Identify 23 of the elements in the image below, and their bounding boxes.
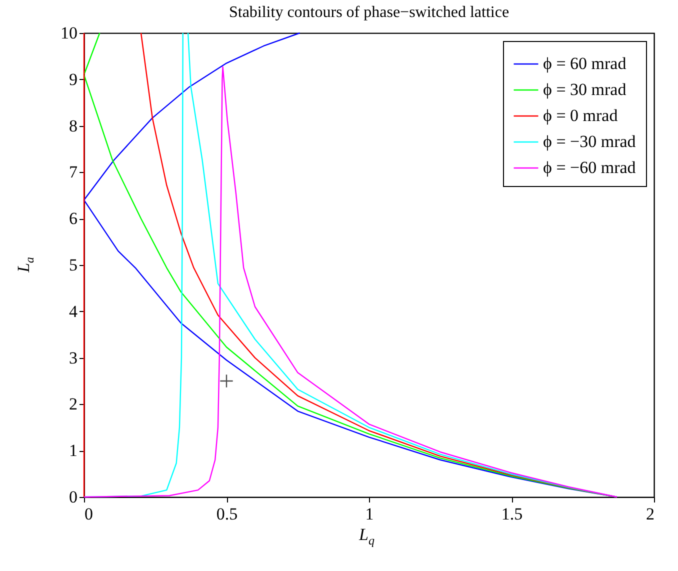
x-tick-label: 2 xyxy=(646,504,654,524)
x-tick-label: 1.5 xyxy=(501,504,523,524)
y-tick-label: 2 xyxy=(69,394,78,414)
y-tick-label: 5 xyxy=(69,256,78,274)
legend-label: ϕ = −30 mrad xyxy=(543,132,636,151)
x-tick-label: 0.5 xyxy=(216,504,238,524)
x-tick-label: 0 xyxy=(84,504,93,524)
y-tick-label: 0 xyxy=(69,488,78,506)
legend-label: ϕ = 0 mrad xyxy=(543,106,618,125)
chart-title: Stability contours of phase−switched lattice xyxy=(228,4,510,21)
legend-label: ϕ = 60 mrad xyxy=(543,54,627,73)
y-tick-label: 1 xyxy=(69,441,78,460)
y-tick-label: 6 xyxy=(69,209,78,228)
y-tick-label: 10 xyxy=(60,24,78,42)
legend-label: ϕ = 30 mrad xyxy=(543,80,627,99)
legend-label: ϕ = −60 mrad xyxy=(543,158,636,177)
y-tick-label: 4 xyxy=(69,302,78,321)
x-axis-title: L$_{q}$ xyxy=(359,525,374,548)
y-tick-label: 3 xyxy=(69,348,78,368)
x-tick-label: 1 xyxy=(365,504,374,524)
y-tick-label: 9 xyxy=(69,70,78,89)
y-tick-label: 7 xyxy=(69,162,78,182)
y-tick-label: 8 xyxy=(69,116,78,136)
